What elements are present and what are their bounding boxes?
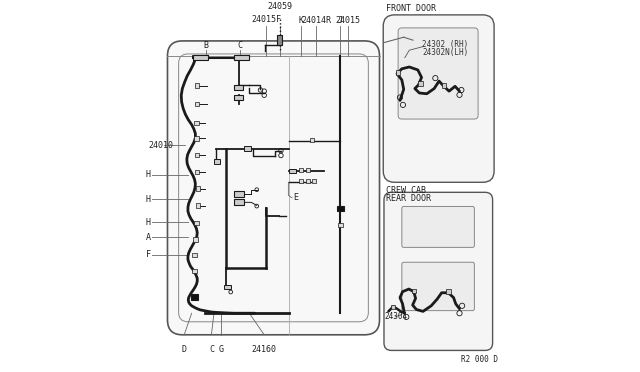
Bar <box>338 222 343 227</box>
Text: R2 000 D: R2 000 D <box>461 355 498 364</box>
FancyBboxPatch shape <box>398 28 478 119</box>
Text: 24015F: 24015F <box>251 15 281 24</box>
Bar <box>244 146 251 151</box>
Bar <box>195 136 199 141</box>
Text: D: D <box>182 345 187 354</box>
Text: A: A <box>146 233 151 242</box>
Bar <box>300 168 303 172</box>
Bar <box>412 289 416 293</box>
Bar <box>191 294 198 300</box>
Bar <box>193 237 198 242</box>
Text: REAR DOOR: REAR DOOR <box>386 194 431 203</box>
Text: H: H <box>146 218 151 227</box>
Text: 24160: 24160 <box>252 345 276 354</box>
Bar <box>195 170 200 174</box>
Bar <box>391 305 396 309</box>
Text: B: B <box>204 41 208 50</box>
Text: 24302N(LH): 24302N(LH) <box>422 48 468 57</box>
Text: H: H <box>146 195 151 203</box>
Bar <box>224 285 231 289</box>
Text: K: K <box>299 16 304 25</box>
Bar <box>196 203 200 208</box>
Text: F: F <box>146 250 151 259</box>
Text: FRONT DOOR: FRONT DOOR <box>386 4 436 13</box>
Text: C: C <box>237 41 243 50</box>
Text: CREW CAB: CREW CAB <box>386 186 426 195</box>
Text: 24304: 24304 <box>384 312 407 321</box>
Bar <box>234 199 244 205</box>
Bar <box>300 179 303 183</box>
Bar <box>195 83 200 88</box>
Bar <box>396 70 401 75</box>
Text: 24302 (RH): 24302 (RH) <box>422 40 468 49</box>
Text: 24010: 24010 <box>149 141 174 150</box>
Bar <box>277 35 282 45</box>
Text: 24014R: 24014R <box>301 16 332 25</box>
Text: 24059: 24059 <box>268 2 292 11</box>
Text: H: H <box>146 170 151 179</box>
FancyBboxPatch shape <box>384 192 493 350</box>
Bar <box>306 168 310 172</box>
Bar <box>193 253 197 257</box>
Bar <box>193 55 209 60</box>
Bar <box>337 206 344 211</box>
Bar <box>234 55 248 60</box>
FancyBboxPatch shape <box>168 41 380 335</box>
FancyBboxPatch shape <box>383 15 494 182</box>
Bar <box>195 153 200 157</box>
Bar <box>196 186 200 191</box>
FancyBboxPatch shape <box>402 206 474 247</box>
Text: J: J <box>337 16 342 25</box>
Bar <box>195 102 200 106</box>
FancyBboxPatch shape <box>402 262 474 311</box>
Text: 24015: 24015 <box>335 16 360 25</box>
Bar <box>306 179 310 183</box>
Bar <box>214 159 220 164</box>
Text: C: C <box>209 345 214 354</box>
Bar <box>234 95 243 100</box>
Bar <box>442 83 446 88</box>
Bar <box>195 121 199 125</box>
Bar <box>312 179 316 183</box>
Bar <box>289 169 296 173</box>
Text: E: E <box>293 193 298 202</box>
Bar <box>446 289 451 294</box>
Bar <box>234 191 244 197</box>
Bar <box>193 269 197 273</box>
Text: G: G <box>219 345 224 354</box>
Bar <box>234 85 243 90</box>
Bar <box>418 81 422 86</box>
Bar <box>310 138 314 142</box>
Bar <box>195 221 199 225</box>
